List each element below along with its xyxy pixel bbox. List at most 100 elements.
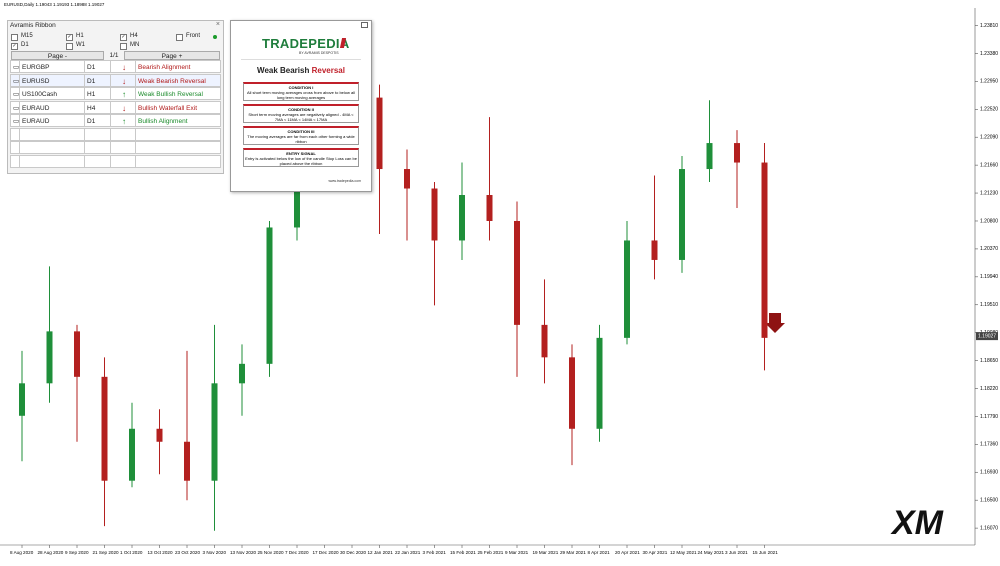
candle-body <box>74 331 80 377</box>
timeframe-cell <box>84 141 111 154</box>
candle-body <box>624 240 630 338</box>
candle-body <box>239 363 245 384</box>
condition-box: CONDITION I All short term moving average… <box>243 82 359 101</box>
candle-body <box>156 428 163 442</box>
y-tick-label: 1.16500 <box>980 498 998 504</box>
timeframe-cell <box>84 127 111 141</box>
card-close <box>361 22 368 28</box>
timeframe-checkbox[interactable] <box>120 43 127 50</box>
candle-body <box>679 169 685 260</box>
y-tick-label: 1.18220 <box>980 386 998 392</box>
candle-body <box>19 383 25 416</box>
candle-body <box>734 143 740 163</box>
broker-logo: XM <box>890 504 944 542</box>
y-tick-label: 1.23380 <box>980 51 998 57</box>
signal-cell: Bullish Alignment <box>135 114 221 127</box>
timeframe-label: D1 <box>21 42 29 48</box>
x-tick-label: 1 Oct 2020 <box>120 550 143 555</box>
x-tick-label: 17 Dec 2020 <box>313 550 339 555</box>
status-dot <box>213 35 217 39</box>
timeframe-cell: H4 <box>84 100 111 114</box>
condition-heading: CONDITION I <box>288 85 314 90</box>
byline: BY AVRAMIS DESPOTIS <box>299 51 339 55</box>
timeframe-cell <box>84 154 111 168</box>
y-tick-label: 1.21660 <box>980 162 998 168</box>
candle-body <box>431 188 438 241</box>
y-tick-label: 1.16070 <box>980 525 998 531</box>
symbol-cell[interactable]: EURAUD <box>19 114 85 127</box>
candle-body <box>514 220 520 325</box>
y-tick-label: 1.19940 <box>980 274 998 280</box>
candle-body <box>569 357 575 429</box>
timeframe-label: H4 <box>130 33 138 39</box>
x-tick-label: 20 Apr 2021 <box>615 550 640 555</box>
symbol-cell <box>19 141 85 154</box>
chart-header: EURUSD,Daily 1.19043 1.19193 1.18988 1.1… <box>4 2 105 7</box>
condition-text: Entry is activated below the low of the … <box>245 156 357 166</box>
direction-cell: ↓ <box>110 100 136 114</box>
symbol-cell[interactable]: EURAUD <box>19 100 85 114</box>
y-tick-label: 1.20800 <box>980 218 998 224</box>
timeframe-checkbox[interactable] <box>66 43 73 50</box>
page-prev-button[interactable]: Page - <box>11 51 104 60</box>
x-tick-label: 23 Oct 2020 <box>175 550 200 555</box>
timeframe-label: M15 <box>21 33 33 39</box>
last-price-box <box>976 332 998 341</box>
y-tick-label: 1.20370 <box>980 246 998 252</box>
x-tick-label: 15 Feb 2021 <box>450 550 476 555</box>
signal-cell: Bearish Alignment <box>135 60 221 73</box>
signal-cell: Bullish Waterfall Exit <box>135 100 221 114</box>
signal-arrow <box>765 313 785 333</box>
symbol-cell[interactable]: EURUSD <box>19 73 85 87</box>
condition-heading: ENTRY SIGNAL <box>286 151 316 156</box>
x-tick-label: 29 Mar 2021 <box>560 550 586 555</box>
symbol-cell[interactable]: US100Cash <box>19 87 85 100</box>
candle-body <box>376 97 383 170</box>
timeframe-checkbox[interactable]: ✓ <box>66 34 73 41</box>
direction-cell: ↓ <box>110 73 136 87</box>
x-tick-label: 3 Feb 2021 <box>423 550 447 555</box>
timeframe-cell: D1 <box>84 73 111 87</box>
candle-body <box>596 337 603 429</box>
x-tick-label: 13 Oct 2020 <box>148 550 173 555</box>
title-main: Weak Bearish <box>257 66 310 75</box>
y-tick-label: 1.21230 <box>980 190 998 196</box>
x-tick-label: 13 Nov 2020 <box>230 550 256 555</box>
page-next-button[interactable]: Page + <box>124 51 220 60</box>
timeframe-label: H1 <box>76 33 84 39</box>
direction-cell <box>110 141 136 154</box>
symbol-cell[interactable]: EURGBP <box>19 60 85 73</box>
y-tick-label: 1.19510 <box>980 302 998 308</box>
condition-heading: CONDITION III <box>287 129 315 134</box>
direction-cell <box>110 127 136 141</box>
candle-body <box>541 324 548 358</box>
direction-cell <box>110 154 136 168</box>
x-tick-label: 28 Aug 2020 <box>38 550 64 555</box>
close-button[interactable]: × <box>215 21 220 28</box>
x-tick-label: 3 Jun 2021 <box>725 550 748 555</box>
signal-cell: Weak Bullish Reversal <box>135 87 221 100</box>
card-title: Weak Bearish Reversal <box>231 66 371 75</box>
title-accent: Reversal <box>311 66 345 75</box>
timeframe-checkbox[interactable] <box>11 34 18 41</box>
y-tick-label: 1.18650 <box>980 358 998 364</box>
candle-body <box>266 227 273 364</box>
candle-body <box>184 441 190 481</box>
x-tick-label: 7 Dec 2020 <box>285 550 309 555</box>
x-tick-label: 12 Jan 2021 <box>368 550 394 555</box>
timeframe-checkbox[interactable]: ✓ <box>120 34 127 41</box>
signal-cell <box>135 141 221 154</box>
scanner-panel: Avramis Ribbon × M15 ✓ H1 ✓ H4 Front ✓ D1 W1 MN Page… <box>7 20 224 174</box>
signal-cell: Weak Bearish Reversal <box>135 73 221 87</box>
timeframe-cell: D1 <box>84 114 111 127</box>
x-tick-label: 9 Sep 2020 <box>65 550 89 555</box>
candle-body <box>706 143 713 170</box>
timeframe-checkbox[interactable]: ✓ <box>11 43 18 50</box>
timeframe-checkbox[interactable] <box>176 34 183 41</box>
x-tick-label: 22 Jan 2021 <box>395 550 421 555</box>
x-tick-label: 8 Apr 2021 <box>588 550 611 555</box>
condition-text: The moving averages are far from each ot… <box>247 134 355 144</box>
x-tick-label: 24 May 2021 <box>698 550 725 555</box>
candle-body <box>211 383 218 481</box>
signal-cell <box>135 154 221 168</box>
